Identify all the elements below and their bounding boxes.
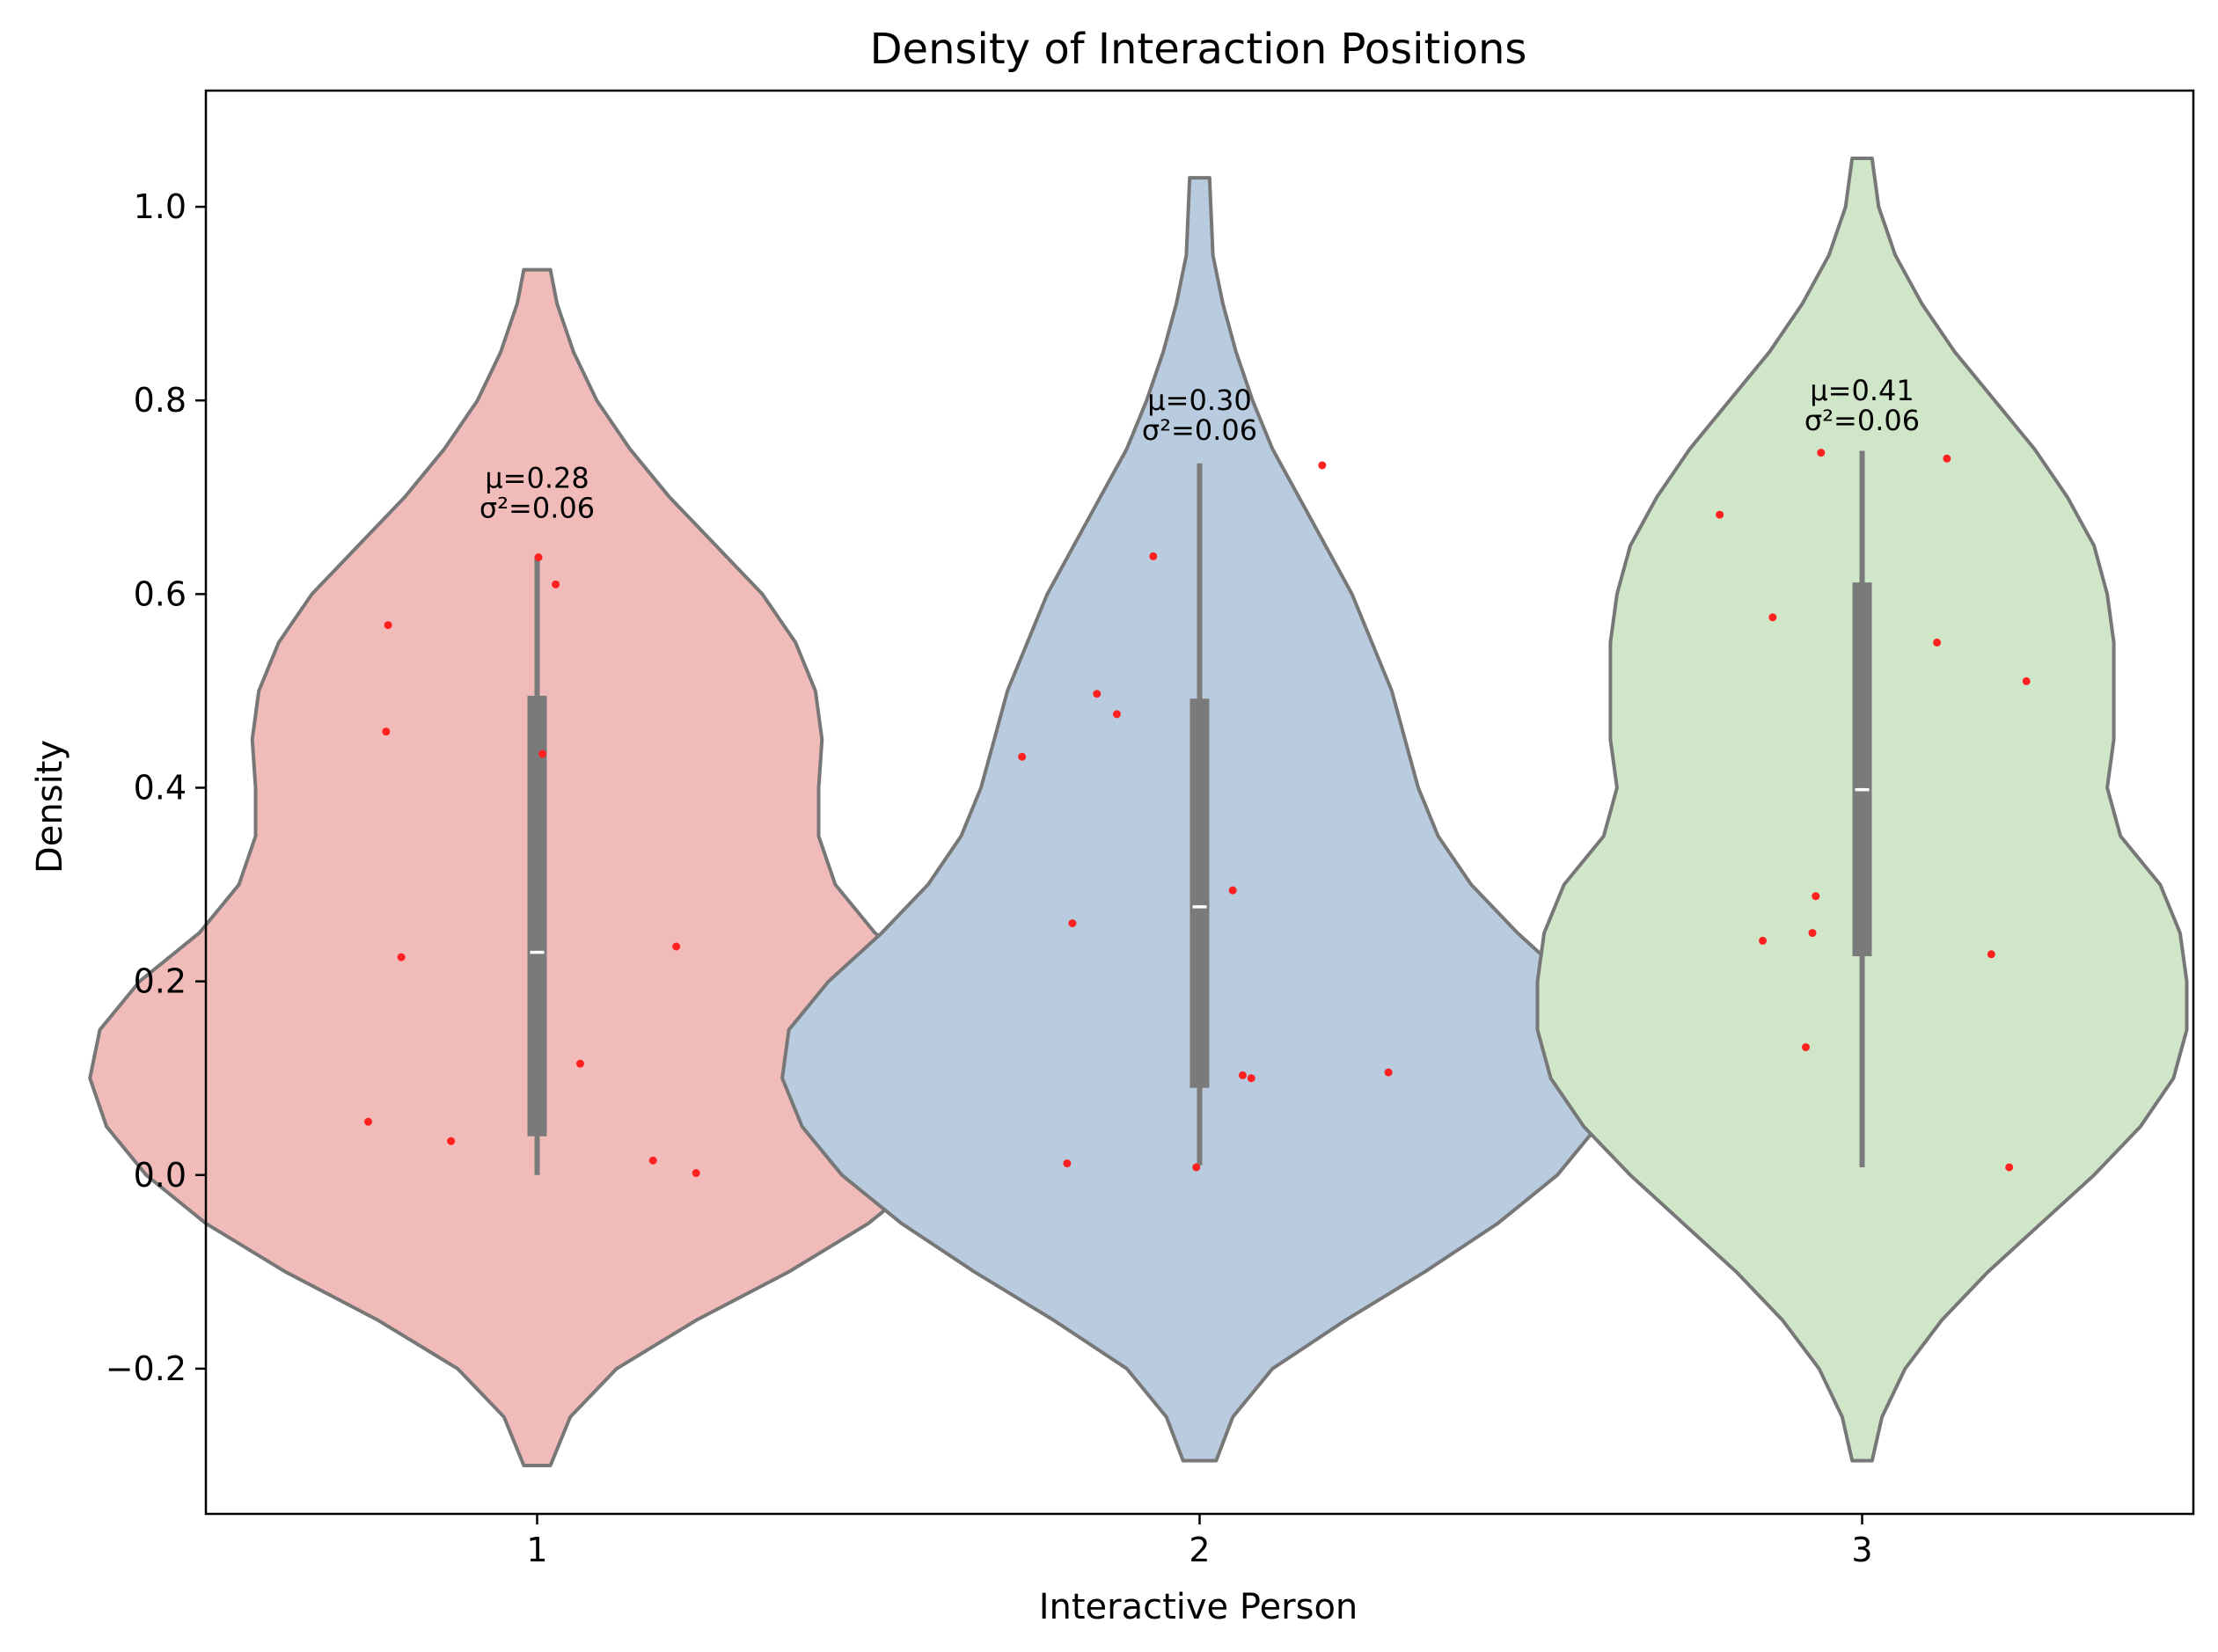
data-point-2-9 [1238, 1071, 1247, 1079]
data-point-2-7 [1192, 1163, 1201, 1172]
y-tick-label: 0.8 [134, 381, 187, 420]
data-point-2-8 [1228, 886, 1237, 895]
data-point-2-1 [1063, 1159, 1072, 1168]
iqr-box-1 [527, 695, 547, 1137]
data-point-3-8 [1933, 638, 1942, 647]
data-point-2-2 [1018, 752, 1027, 761]
iqr-box-3 [1852, 582, 1872, 957]
data-point-1-10 [648, 1156, 657, 1165]
mean-annotation-2: μ=0.30 [1147, 384, 1251, 417]
data-point-3-6 [1812, 892, 1820, 901]
y-tick-label: −0.2 [106, 1349, 187, 1388]
y-axis-label: Density [30, 740, 70, 874]
mean-annotation-1: μ=0.28 [485, 461, 589, 494]
chart-title: Density of Interaction Positions [870, 25, 1527, 74]
data-point-3-11 [2005, 1163, 2014, 1172]
data-point-3-5 [1808, 929, 1817, 938]
data-point-2-10 [1247, 1074, 1255, 1083]
y-tick-label: 0.6 [134, 574, 187, 613]
data-point-3-9 [1943, 454, 1951, 463]
data-point-1-8 [538, 749, 547, 758]
data-point-3-7 [1817, 449, 1826, 457]
x-tick-label: 1 [526, 1531, 547, 1569]
data-point-2-5 [1112, 710, 1121, 719]
data-point-1-12 [692, 1169, 700, 1178]
data-point-1-9 [575, 1059, 584, 1068]
data-point-1-3 [384, 621, 392, 630]
data-point-2-11 [1318, 461, 1327, 470]
data-point-3-12 [2022, 676, 2031, 685]
y-tick-label: 0.2 [134, 962, 187, 1001]
x-tick-label: 3 [1851, 1531, 1872, 1569]
data-point-3-1 [1716, 510, 1724, 519]
variance-annotation-1: σ²=0.06 [479, 491, 595, 524]
data-point-3-4 [1801, 1042, 1810, 1051]
data-point-1-4 [382, 727, 391, 736]
data-point-1-6 [534, 553, 543, 562]
iqr-box-2 [1190, 698, 1210, 1088]
data-point-1-2 [447, 1137, 456, 1145]
data-point-3-3 [1759, 936, 1768, 945]
data-point-3-2 [1768, 613, 1777, 622]
variance-annotation-2: σ²=0.06 [1142, 413, 1257, 447]
y-tick-label: 1.0 [134, 187, 187, 226]
x-axis-label: Interactive Person [1039, 1587, 1358, 1627]
data-point-1-5 [397, 953, 406, 961]
data-point-1-11 [672, 942, 681, 951]
data-point-2-12 [1384, 1068, 1393, 1077]
y-tick-label: 0.0 [134, 1156, 187, 1195]
mean-annotation-3: μ=0.41 [1810, 374, 1914, 407]
data-point-2-6 [1149, 552, 1158, 560]
variance-annotation-3: σ²=0.06 [1804, 404, 1920, 437]
data-point-2-4 [1093, 690, 1102, 698]
y-tick-label: 0.4 [134, 768, 187, 807]
data-point-3-10 [1987, 950, 1995, 959]
x-tick-label: 2 [1189, 1531, 1210, 1569]
data-point-1-1 [363, 1117, 372, 1126]
data-point-1-7 [552, 580, 560, 588]
data-point-2-3 [1068, 919, 1077, 928]
